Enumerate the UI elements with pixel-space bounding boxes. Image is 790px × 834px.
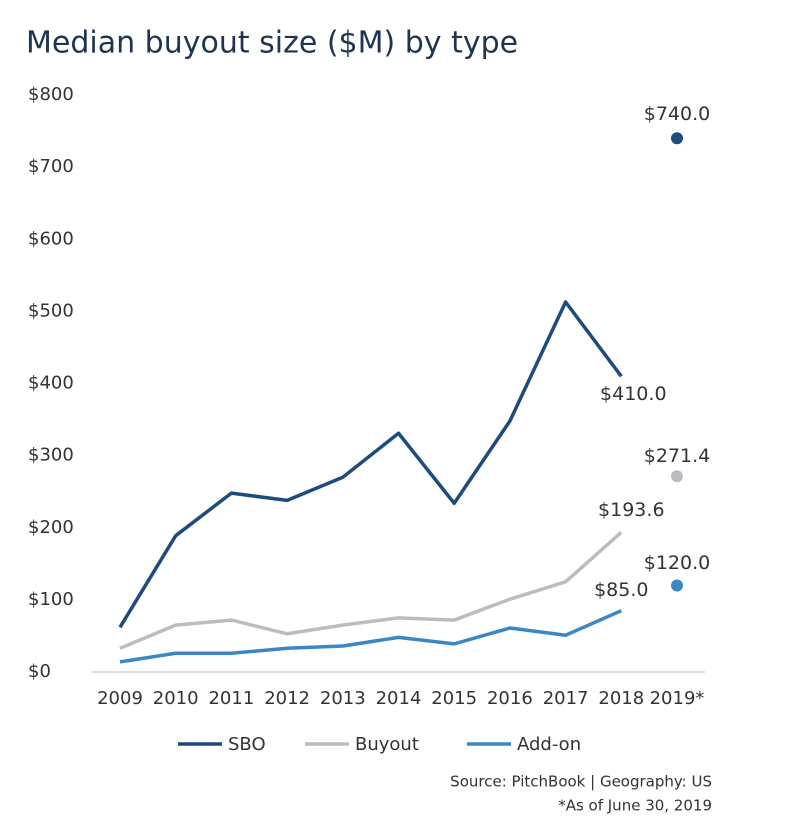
x-tick-label: 2015 xyxy=(431,688,477,709)
value-label: $85.0 xyxy=(594,579,648,601)
y-tick-label: $800 xyxy=(28,84,74,105)
series-line xyxy=(119,531,623,650)
x-tick-label: 2013 xyxy=(320,688,366,709)
x-tick-label: 2016 xyxy=(487,688,533,709)
x-tick-label: 2010 xyxy=(153,688,199,709)
x-tick-label: 2014 xyxy=(376,688,422,709)
series-marker xyxy=(671,579,683,592)
value-label: $410.0 xyxy=(600,383,666,405)
value-label: $740.0 xyxy=(644,103,710,125)
legend-label: SBO xyxy=(228,734,266,755)
series-line xyxy=(119,609,623,664)
legend-label: Add-on xyxy=(517,734,581,755)
y-tick-label: $100 xyxy=(28,589,74,610)
x-tick-label: 2019* xyxy=(650,688,705,709)
series-marker xyxy=(671,470,683,483)
source-note: Source: PitchBook | Geography: US xyxy=(450,773,712,791)
footnote: *As of June 30, 2019 xyxy=(558,797,712,815)
y-tick-label: $0 xyxy=(28,661,51,682)
y-tick-label: $600 xyxy=(28,228,74,249)
y-tick-label: $700 xyxy=(28,156,74,177)
chart-title: Median buyout size ($M) by type xyxy=(26,26,518,61)
x-tick-label: 2011 xyxy=(208,688,254,709)
y-tick-label: $500 xyxy=(28,300,74,321)
x-tick-label: 2018 xyxy=(598,688,644,709)
x-tick-label: 2009 xyxy=(97,688,143,709)
value-label: $271.4 xyxy=(644,445,710,467)
value-label: $120.0 xyxy=(644,552,710,574)
series-line xyxy=(118,300,623,629)
y-tick-label: $400 xyxy=(28,373,74,394)
series-marker xyxy=(671,132,683,145)
x-tick-label: 2017 xyxy=(543,688,589,709)
y-tick-label: $200 xyxy=(28,517,74,538)
value-label: $193.6 xyxy=(598,499,664,521)
y-tick-label: $300 xyxy=(28,445,74,466)
legend-label: Buyout xyxy=(355,734,419,755)
x-tick-label: 2012 xyxy=(264,688,310,709)
